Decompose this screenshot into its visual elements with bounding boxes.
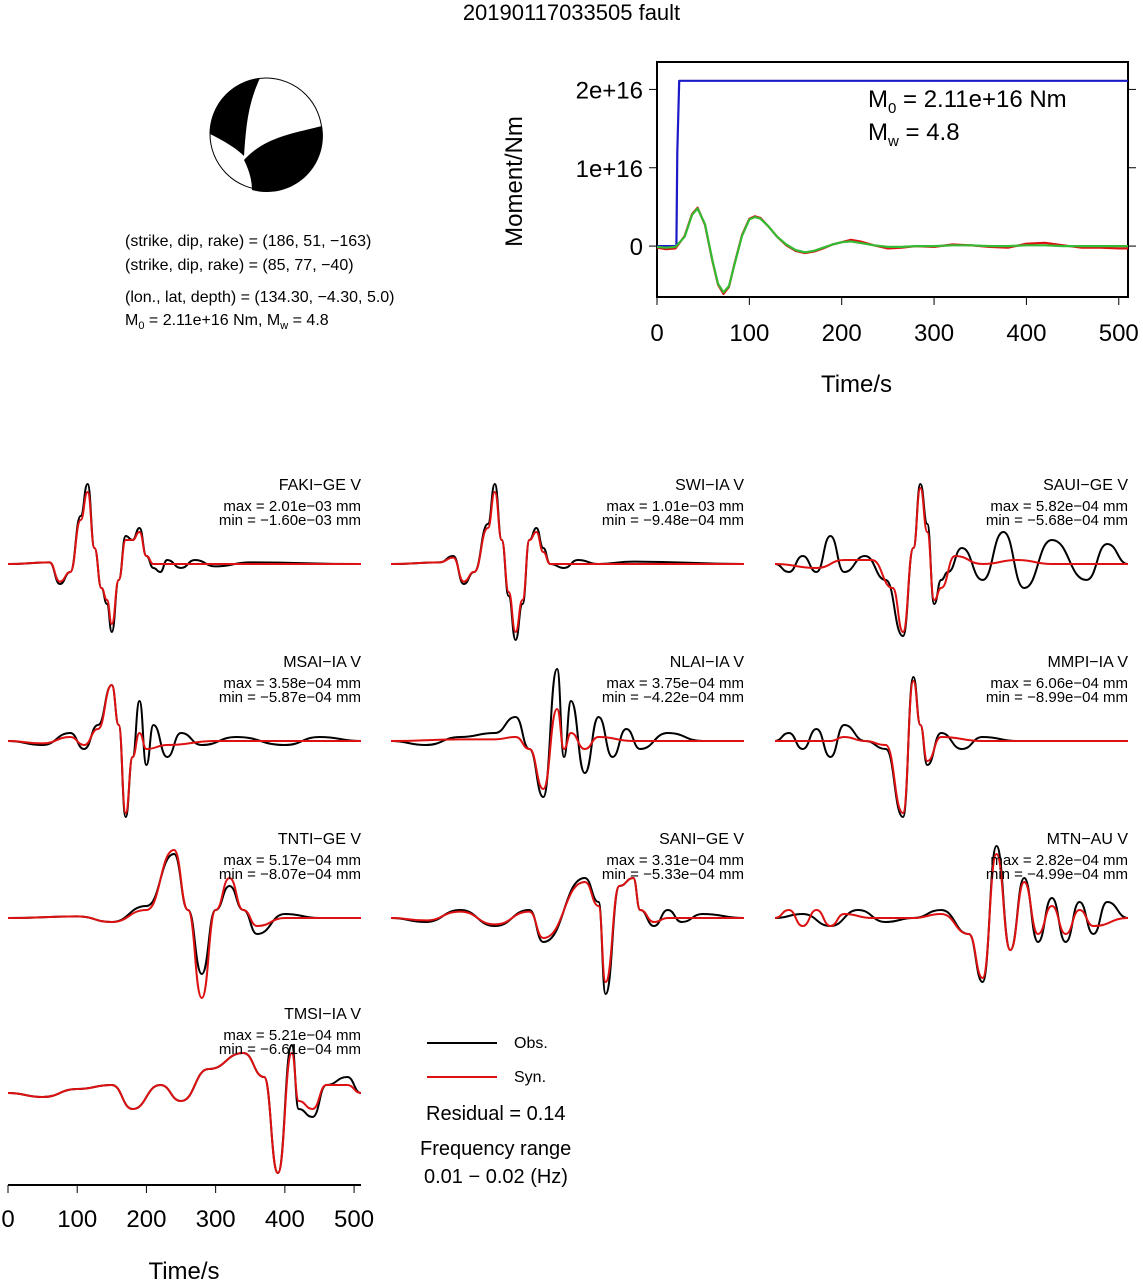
y-tick-label: 1e+16	[576, 156, 643, 183]
station-name: NLAI−IA V	[669, 654, 744, 671]
syn-trace	[775, 679, 1128, 815]
station-max: max = 5.82e−04 mm	[990, 498, 1128, 515]
x-tick-label: 400	[1006, 320, 1046, 347]
station-min: min = −4.22e−04 mm	[601, 689, 744, 706]
location-text: (lon., lat, depth) = (134.30, −4.30, 5.0…	[125, 289, 395, 306]
legend-lines	[427, 1042, 497, 1078]
obs-trace	[774, 844, 1129, 984]
station-min: min = −8.99e−04 mm	[985, 689, 1128, 706]
moment-text: M0 = 2.11e+16 Nm, Mw = 4.8	[125, 312, 329, 333]
nodal-plane-2: (strike, dip, rake) = (85, 77, −40)	[125, 257, 354, 274]
legend-obs-label: Obs.	[514, 1035, 548, 1052]
y-tick-label: 0	[630, 234, 643, 261]
moment-chart: 0 100 200 300 400 500 0 1e+16 2e+16 Time/s Moment/…	[501, 61, 1139, 398]
station-name: SANI−GE V	[659, 831, 744, 848]
station-name: MSAI−IA V	[283, 654, 361, 671]
station-name: SAUI−GE V	[1043, 477, 1128, 494]
station-max: max = 2.82e−04 mm	[990, 852, 1128, 869]
obs-trace	[390, 876, 745, 996]
station-min: min = −5.68e−04 mm	[985, 512, 1128, 529]
station-panel	[7, 848, 361, 1000]
x-tick-label: 300	[914, 320, 954, 347]
m0-annotation: M0 = 2.11e+16 Nm	[868, 86, 1067, 117]
obs-trace	[7, 1043, 362, 1175]
station-min: min = −6.61e−04 mm	[218, 1041, 361, 1058]
moment-plot-frame	[656, 61, 1129, 298]
y-tick-label: 2e+16	[576, 77, 643, 104]
x-axis-label: Time/s	[148, 1258, 219, 1281]
station-max: max = 6.06e−04 mm	[990, 675, 1128, 692]
mw-annotation: Mw = 4.8	[868, 119, 960, 150]
station-panel	[7, 1043, 362, 1175]
syn-trace	[774, 852, 1129, 980]
station-min: min = −4.99e−04 mm	[985, 866, 1128, 883]
residual-text: Residual = 0.14	[426, 1103, 566, 1125]
moment-series-2	[656, 207, 1128, 294]
station-max: max = 3.58e−04 mm	[223, 675, 361, 692]
figure-title: 20190117033505 fault	[462, 0, 681, 25]
x-tick-label: 500	[1099, 320, 1139, 347]
station-max: max = 5.17e−04 mm	[223, 852, 361, 869]
x-tick-label: 0	[650, 320, 663, 347]
nodal-plane-1: (strike, dip, rake) = (186, 51, −163)	[125, 233, 372, 250]
syn-trace	[774, 486, 1128, 634]
station-min: min = −1.60e−03 mm	[218, 512, 361, 529]
station-min: min = −9.48e−04 mm	[601, 512, 744, 529]
obs-trace	[774, 482, 1129, 638]
legend-syn-label: Syn.	[514, 1069, 547, 1086]
x-tick-label: 100	[57, 1206, 97, 1233]
station-min: min = −8.07e−04 mm	[218, 866, 361, 883]
x-tick-label: 200	[822, 320, 862, 347]
x-tick-label: 200	[126, 1206, 166, 1233]
frequency-label: Frequency range	[420, 1138, 572, 1160]
station-panel	[774, 482, 1129, 638]
x-tick-label: 0	[1, 1206, 14, 1233]
station-panel	[774, 675, 1128, 819]
syn-trace	[390, 876, 744, 984]
syn-trace	[390, 707, 744, 791]
beachball-icon	[209, 77, 323, 193]
station-max: max = 3.31e−04 mm	[606, 852, 744, 869]
station-max: max = 1.01e−03 mm	[606, 498, 744, 515]
station-name: MTN−AU V	[1046, 831, 1128, 848]
station-panel	[390, 876, 745, 996]
syn-trace	[7, 848, 361, 1000]
syn-trace	[390, 490, 744, 634]
obs-trace	[7, 683, 362, 819]
station-max: max = 3.75e−04 mm	[606, 675, 744, 692]
station-name: TNTI−GE V	[277, 831, 361, 848]
station-min: min = −5.33e−04 mm	[601, 866, 744, 883]
syn-trace	[7, 683, 361, 815]
station-panel	[390, 667, 744, 799]
station-panel	[774, 844, 1129, 984]
x-axis-label: Time/s	[821, 371, 892, 398]
station-max: max = 2.01e−03 mm	[223, 498, 361, 515]
x-tick-label: 100	[729, 320, 769, 347]
station-max: max = 5.21e−04 mm	[223, 1027, 361, 1044]
station-min: min = −5.87e−04 mm	[218, 689, 361, 706]
y-axis-label: Moment/Nm	[501, 116, 528, 247]
station-panel	[390, 482, 745, 642]
station-panel	[7, 482, 362, 634]
syn-trace	[7, 1051, 362, 1175]
frequency-value: 0.01 − 0.02 (Hz)	[424, 1166, 568, 1188]
station-name: TMSI−IA V	[284, 1006, 361, 1023]
syn-trace	[7, 490, 361, 626]
station-name: MMPI−IA V	[1047, 654, 1128, 671]
x-tick-label: 500	[334, 1206, 374, 1233]
station-panel	[7, 683, 362, 819]
x-tick-label: 300	[196, 1206, 236, 1233]
x-tick-label: 400	[265, 1206, 305, 1233]
station-name: FAKI−GE V	[278, 477, 361, 494]
station-name: SWI−IA V	[675, 477, 744, 494]
